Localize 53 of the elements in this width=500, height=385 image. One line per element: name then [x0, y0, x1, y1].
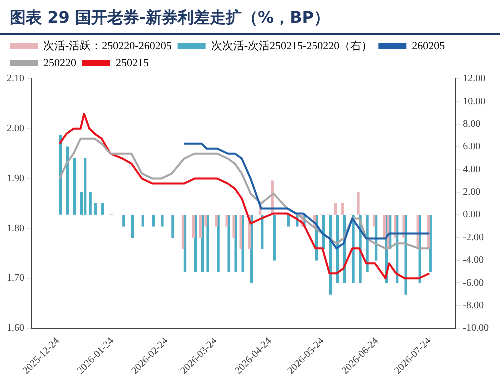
- y-tick-label: 1.80: [7, 223, 24, 234]
- bar: [152, 215, 156, 227]
- bar: [94, 203, 98, 215]
- y2-tick-label: 4.00: [463, 164, 481, 176]
- bar: [182, 215, 185, 250]
- y-tick-label: 2.00: [7, 124, 24, 135]
- legend-label: 次活-活跃：250220-260205: [44, 40, 172, 52]
- bar: [89, 192, 92, 215]
- y-tick-label: 1.70: [7, 273, 24, 284]
- bar: [206, 215, 210, 272]
- y2-tick-label: -6.00: [463, 278, 484, 289]
- bar: [161, 215, 164, 227]
- bar: [232, 215, 236, 238]
- y-tick-label: 1.60: [7, 323, 24, 334]
- bar: [84, 158, 87, 215]
- bar: [357, 192, 360, 215]
- bar: [122, 215, 126, 227]
- y2-tick-label: 6.00: [463, 142, 481, 153]
- bar: [102, 203, 104, 215]
- bar: [228, 215, 230, 272]
- y2-tick-label: -10.00: [463, 323, 490, 334]
- y2-tick-label: 0.00: [463, 210, 481, 221]
- bar: [215, 215, 218, 227]
- bar: [273, 215, 276, 261]
- bar: [192, 215, 196, 238]
- bar: [142, 215, 145, 227]
- bar: [372, 215, 376, 227]
- legend-label: 250215: [116, 57, 150, 70]
- y2-tick-label: 12.00: [463, 74, 486, 85]
- bar: [234, 215, 238, 272]
- chart-title: 图表 29 国开老券-新券利差走扩（%，BP）: [0, 0, 500, 35]
- legend-label: 次次活-次活250215-250220（右）: [211, 40, 373, 52]
- y2-tick-label: -4.00: [463, 255, 484, 266]
- bar: [240, 215, 242, 250]
- bar: [73, 158, 76, 215]
- legend-label: 250220: [44, 57, 77, 70]
- bar: [226, 215, 228, 227]
- y2-tick-label: 8.00: [463, 118, 481, 130]
- y-tick-label: 1.90: [7, 173, 24, 184]
- bar: [334, 203, 338, 215]
- bar: [199, 215, 202, 238]
- bar: [217, 215, 220, 272]
- legend-label: 260205: [412, 40, 446, 52]
- y-tick-label: 2.10: [7, 74, 24, 85]
- bar: [204, 215, 208, 227]
- bar: [341, 203, 344, 215]
- y2-tick-label: -2.00: [463, 232, 484, 244]
- bar: [287, 215, 290, 227]
- bar: [131, 215, 134, 238]
- bar: [172, 215, 174, 238]
- y2-tick-label: 2.00: [463, 187, 481, 198]
- y2-tick-label: -8.00: [463, 300, 484, 312]
- y2-tick-label: 10.00: [463, 96, 486, 108]
